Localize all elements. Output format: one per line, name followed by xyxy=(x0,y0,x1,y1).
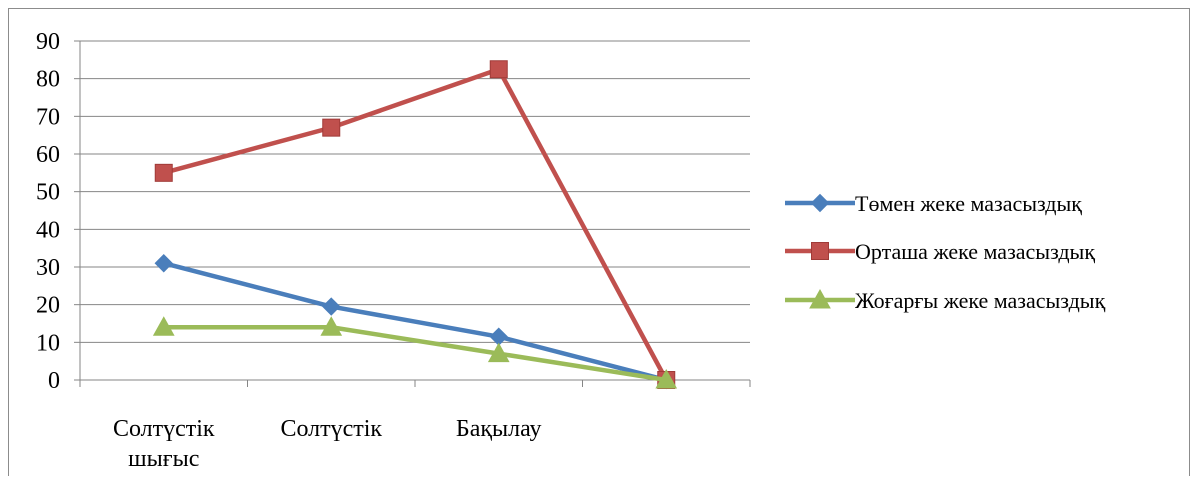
x-tick-label-line: Солтүстік xyxy=(280,416,382,442)
x-tick-label: Бақылау xyxy=(456,416,542,442)
x-tick-label-line: Бақылау xyxy=(456,416,542,442)
y-tick-label: 50 xyxy=(36,180,60,206)
data-point xyxy=(322,297,341,316)
x-tick-label: Солтүстік xyxy=(280,416,382,442)
legend-label: Орташа жеке мазасыздық xyxy=(855,239,1095,264)
y-tick-label: 10 xyxy=(36,330,60,356)
legend-label: Жоғарғы жеке мазасыздық xyxy=(855,288,1106,313)
y-tick-label: 0 xyxy=(48,368,60,394)
y-tick-label: 60 xyxy=(36,142,60,168)
y-tick-label: 70 xyxy=(36,104,60,130)
data-point xyxy=(655,368,678,389)
data-point xyxy=(154,254,173,273)
x-axis-tick-labels: Солтүстік шығыс Солтүстік Бақылау xyxy=(113,416,542,472)
y-axis-tick-labels: 0 10 20 30 40 50 60 70 80 90 xyxy=(36,29,60,394)
legend-marker xyxy=(811,242,829,260)
y-tick-label: 30 xyxy=(36,255,60,281)
x-tick-label-line: Солтүстік xyxy=(113,416,215,442)
series-line xyxy=(163,261,667,383)
legend-label: Төмен жеке мазасыздық xyxy=(855,191,1082,216)
data-point xyxy=(154,163,173,182)
y-tick-label: 20 xyxy=(36,293,60,319)
series-lines xyxy=(152,60,678,390)
data-point xyxy=(152,316,175,336)
axes xyxy=(74,40,751,387)
legend-marker xyxy=(809,288,831,309)
data-point xyxy=(489,60,508,79)
legend-marker xyxy=(810,193,830,213)
x-tick-label-line: шығыс xyxy=(128,446,199,472)
series-line xyxy=(163,67,669,382)
chart-frame xyxy=(8,8,1190,476)
y-tick-label: 40 xyxy=(36,217,60,243)
legend: Төмен жеке мазасыздық Орташа жеке мазасыз… xyxy=(785,191,1106,313)
data-point xyxy=(322,118,341,137)
series-line xyxy=(163,325,667,383)
x-tick-label: Солтүстік шығыс xyxy=(113,416,215,472)
data-point xyxy=(487,342,510,363)
y-tick-label: 90 xyxy=(36,29,60,55)
data-point xyxy=(320,316,343,336)
y-tick-label: 80 xyxy=(36,67,60,93)
gridlines xyxy=(80,40,750,343)
